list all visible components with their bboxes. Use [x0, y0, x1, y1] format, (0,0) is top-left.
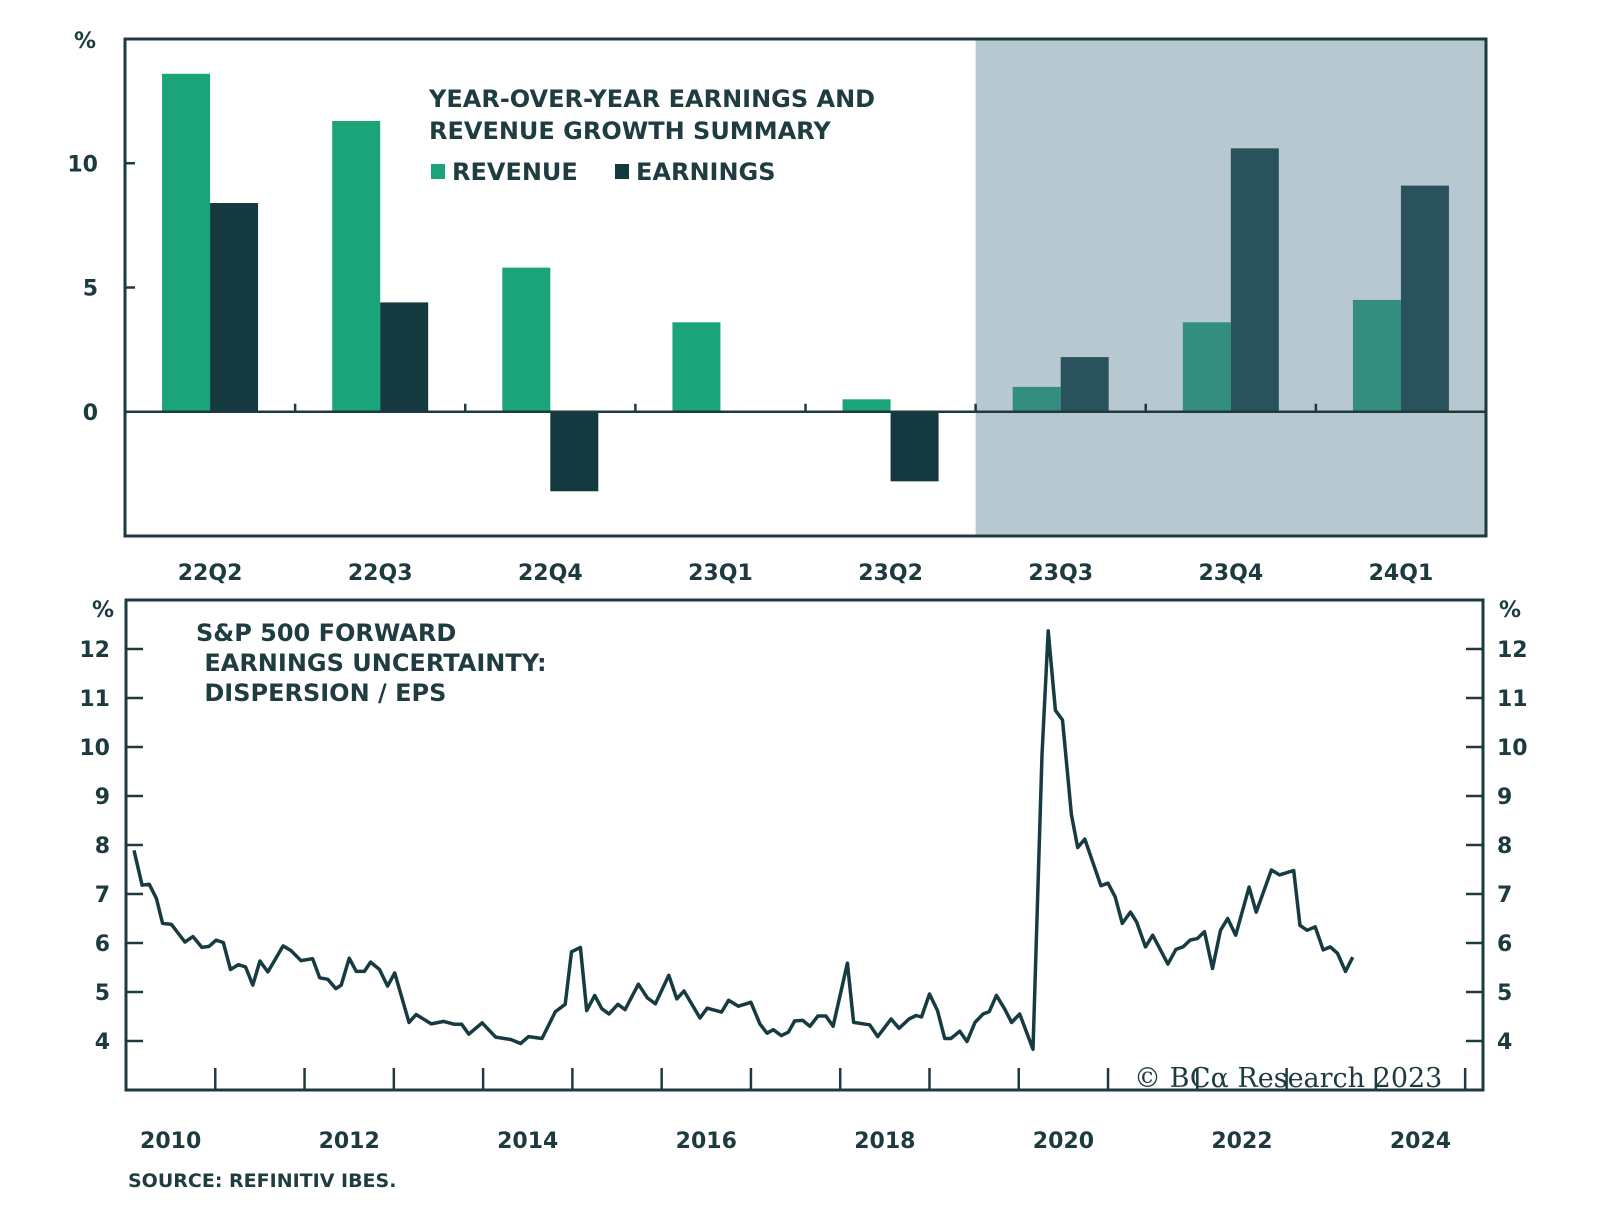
legend-swatch-revenue: [431, 164, 445, 179]
bar-revenue-23q1: [672, 322, 721, 412]
y-tick-label-left: 12: [79, 638, 110, 663]
x-tick-label-2012: 2012: [319, 1129, 380, 1154]
chart-title-line: DISPERSION / EPS: [196, 679, 446, 707]
series-line-dispersion-eps: [132, 629, 1355, 1052]
y-tick-label-left: 4: [95, 1030, 110, 1055]
bar-earnings-22q4: [550, 411, 599, 492]
y-tick-label-left: 8: [95, 834, 110, 859]
line-chart-earnings-uncertainty: 4 4 5 5 6 6 7 7 8 8 9 9 10 10 11 11 12 12% % 2010 2012 2014 20…: [79, 598, 1527, 1154]
legend-label-earnings: EARNINGS: [636, 158, 776, 186]
x-tick-label-22q2: 22Q2: [178, 561, 243, 586]
bar-earnings-22q3: [380, 302, 429, 412]
y-tick-label: 5: [83, 277, 98, 302]
y-tick-label-right: 5: [1497, 981, 1512, 1006]
x-tick-label-2024: 2024: [1390, 1129, 1451, 1154]
bar-earnings-23q3: [1060, 357, 1109, 412]
x-tick-label-23q2: 23Q2: [858, 561, 923, 586]
chart-title-line: EARNINGS UNCERTAINTY:: [196, 649, 547, 677]
x-tick-label-2018: 2018: [854, 1129, 915, 1154]
bar-revenue-23q3: [1012, 386, 1061, 412]
y-tick-label-right: 12: [1497, 638, 1528, 663]
legend-swatch-earnings: [615, 164, 629, 179]
bar-revenue-24q1: [1352, 299, 1401, 412]
y-tick-label: 10: [67, 152, 98, 177]
x-tick-label-22q3: 22Q3: [348, 561, 413, 586]
y-tick-label: 0: [83, 401, 98, 426]
bar-earnings-22q2: [210, 203, 259, 412]
y-tick-label-right: 7: [1497, 883, 1512, 908]
chart-title-line: REVENUE GROWTH SUMMARY: [429, 117, 831, 145]
x-tick-label-22q4: 22Q4: [518, 561, 583, 586]
y-axis-unit: %: [74, 29, 96, 54]
x-tick-label-23q4: 23Q4: [1199, 561, 1264, 586]
y-tick-label-left: 6: [95, 932, 110, 957]
y-tick-label-left: 7: [95, 883, 110, 908]
y-tick-label-left: 9: [95, 785, 110, 810]
x-tick-label-24q1: 24Q1: [1369, 561, 1434, 586]
y-tick-label-right: 8: [1497, 834, 1512, 859]
bar-revenue-22q4: [502, 267, 551, 412]
bar-chart-growth-summary: 22Q2 22Q3 22Q4 23Q1 23Q2 23Q3 23Q4 24Q1 0 5 10% YEA…: [67, 29, 1488, 586]
y-tick-label-left: 10: [79, 736, 110, 761]
bar-revenue-22q3: [332, 121, 381, 412]
chart-title-line: YEAR-OVER-YEAR EARNINGS AND: [428, 85, 875, 113]
y-tick-label-right: 9: [1497, 785, 1512, 810]
x-tick-label-23q3: 23Q3: [1028, 561, 1093, 586]
y-tick-label-right: 4: [1497, 1030, 1512, 1055]
legend-label-revenue: REVENUE: [452, 158, 578, 186]
y-tick-label-right: 11: [1497, 687, 1528, 712]
x-tick-label-23q1: 23Q1: [688, 561, 753, 586]
x-tick-label-2022: 2022: [1211, 1129, 1272, 1154]
watermark: © BCα Research 2023: [1134, 1063, 1442, 1094]
y-tick-label-right: 10: [1497, 736, 1528, 761]
bar-revenue-23q2: [842, 399, 891, 412]
bar-revenue-22q2: [162, 73, 211, 412]
x-tick-label-2020: 2020: [1033, 1129, 1094, 1154]
source-note: SOURCE: REFINITIV IBES.: [128, 1170, 396, 1192]
y-tick-label-right: 6: [1497, 932, 1512, 957]
y-tick-label-left: 5: [95, 981, 110, 1006]
x-tick-label-2016: 2016: [676, 1129, 737, 1154]
bar-revenue-23q4: [1182, 322, 1231, 412]
x-tick-label-2014: 2014: [497, 1129, 558, 1154]
y-tick-label-left: 11: [79, 687, 110, 712]
y-axis-unit-left: %: [92, 598, 114, 623]
bar-earnings-24q1: [1400, 185, 1449, 412]
x-tick-label-2010: 2010: [140, 1129, 201, 1154]
y-axis-unit-right: %: [1499, 598, 1521, 623]
chart-title-line: S&P 500 FORWARD: [196, 619, 456, 647]
bar-earnings-23q2: [890, 411, 939, 482]
bar-earnings-23q4: [1230, 148, 1279, 412]
